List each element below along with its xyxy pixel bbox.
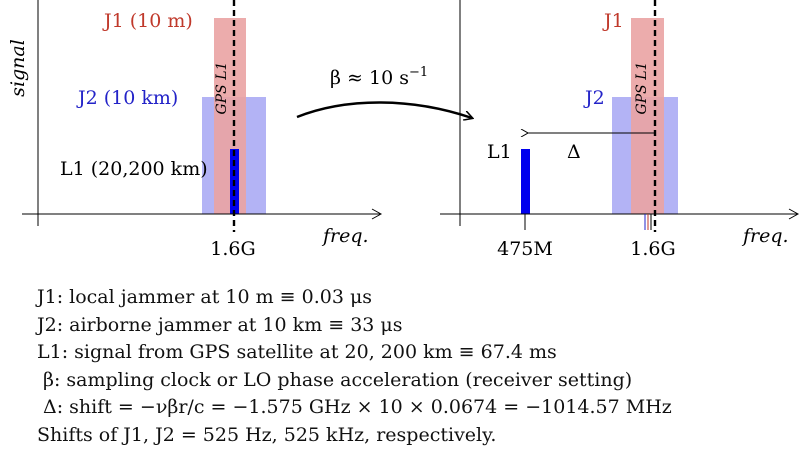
- beta-label-exponent: −1: [409, 65, 428, 80]
- spectrum-diagram: signal freq. 1.6G GPS L1 J1 (10 m) J2 (1…: [7, 0, 800, 260]
- right-panel: freq. 475M 1.6G GPS L1 J1 J2 L1 Δ: [440, 0, 800, 260]
- legend-beta: β: sampling clock or LO phase accelerati…: [43, 368, 633, 391]
- left-panel: signal freq. 1.6G GPS L1 J1 (10 m) J2 (1…: [7, 0, 383, 260]
- x-axis-left-arrow: [371, 208, 383, 220]
- x-axis-label-right: freq.: [741, 225, 789, 247]
- j1-label-left: J1 (10 m): [102, 10, 193, 32]
- legend-l1: L1: signal from GPS satellite at 20, 200…: [37, 341, 557, 363]
- y-axis-label: signal: [7, 39, 29, 97]
- gps-l1-label-left: GPS L1: [214, 62, 230, 115]
- legend-delta: Δ: shift = −νβr/c = −1.575 GHz × 10 × 0.…: [43, 396, 672, 418]
- l1-label-left: L1 (20,200 km): [60, 158, 208, 180]
- l1-label-right: L1: [487, 141, 512, 163]
- curved-arrow: [296, 101, 472, 119]
- delta-label: Δ: [567, 141, 581, 163]
- legend: J1: local jammer at 10 m ≡ 0.03 μs J2: a…: [37, 284, 797, 449]
- tick-label-1-6g-left: 1.6G: [210, 238, 255, 260]
- tick-label-1-6g-right: 1.6G: [630, 238, 675, 260]
- tick-label-475m: 475M: [497, 238, 553, 260]
- legend-shifts: Shifts of J1, J2 = 525 Hz, 525 kHz, resp…: [37, 423, 497, 446]
- j2-label-right: J2: [583, 87, 605, 109]
- beta-label-text: β ≈ 10 s: [330, 67, 409, 89]
- x-axis-label-left: freq.: [321, 225, 369, 247]
- gps-l1-label-right: GPS L1: [634, 62, 650, 115]
- beta-label: β ≈ 10 s−1: [330, 65, 428, 89]
- j2-label-left: J2 (10 km): [76, 87, 178, 109]
- legend-j1: J1: local jammer at 10 m ≡ 0.03 μs: [37, 286, 373, 308]
- transform-arrow: β ≈ 10 s−1: [296, 65, 472, 119]
- j1-band-right: [631, 18, 664, 214]
- legend-j2: J2: airborne jammer at 10 km ≡ 33 μs: [37, 313, 403, 336]
- j1-label-right: J1: [602, 10, 624, 32]
- l1-bar-right: [521, 149, 530, 214]
- x-axis-right-arrow: [788, 208, 800, 220]
